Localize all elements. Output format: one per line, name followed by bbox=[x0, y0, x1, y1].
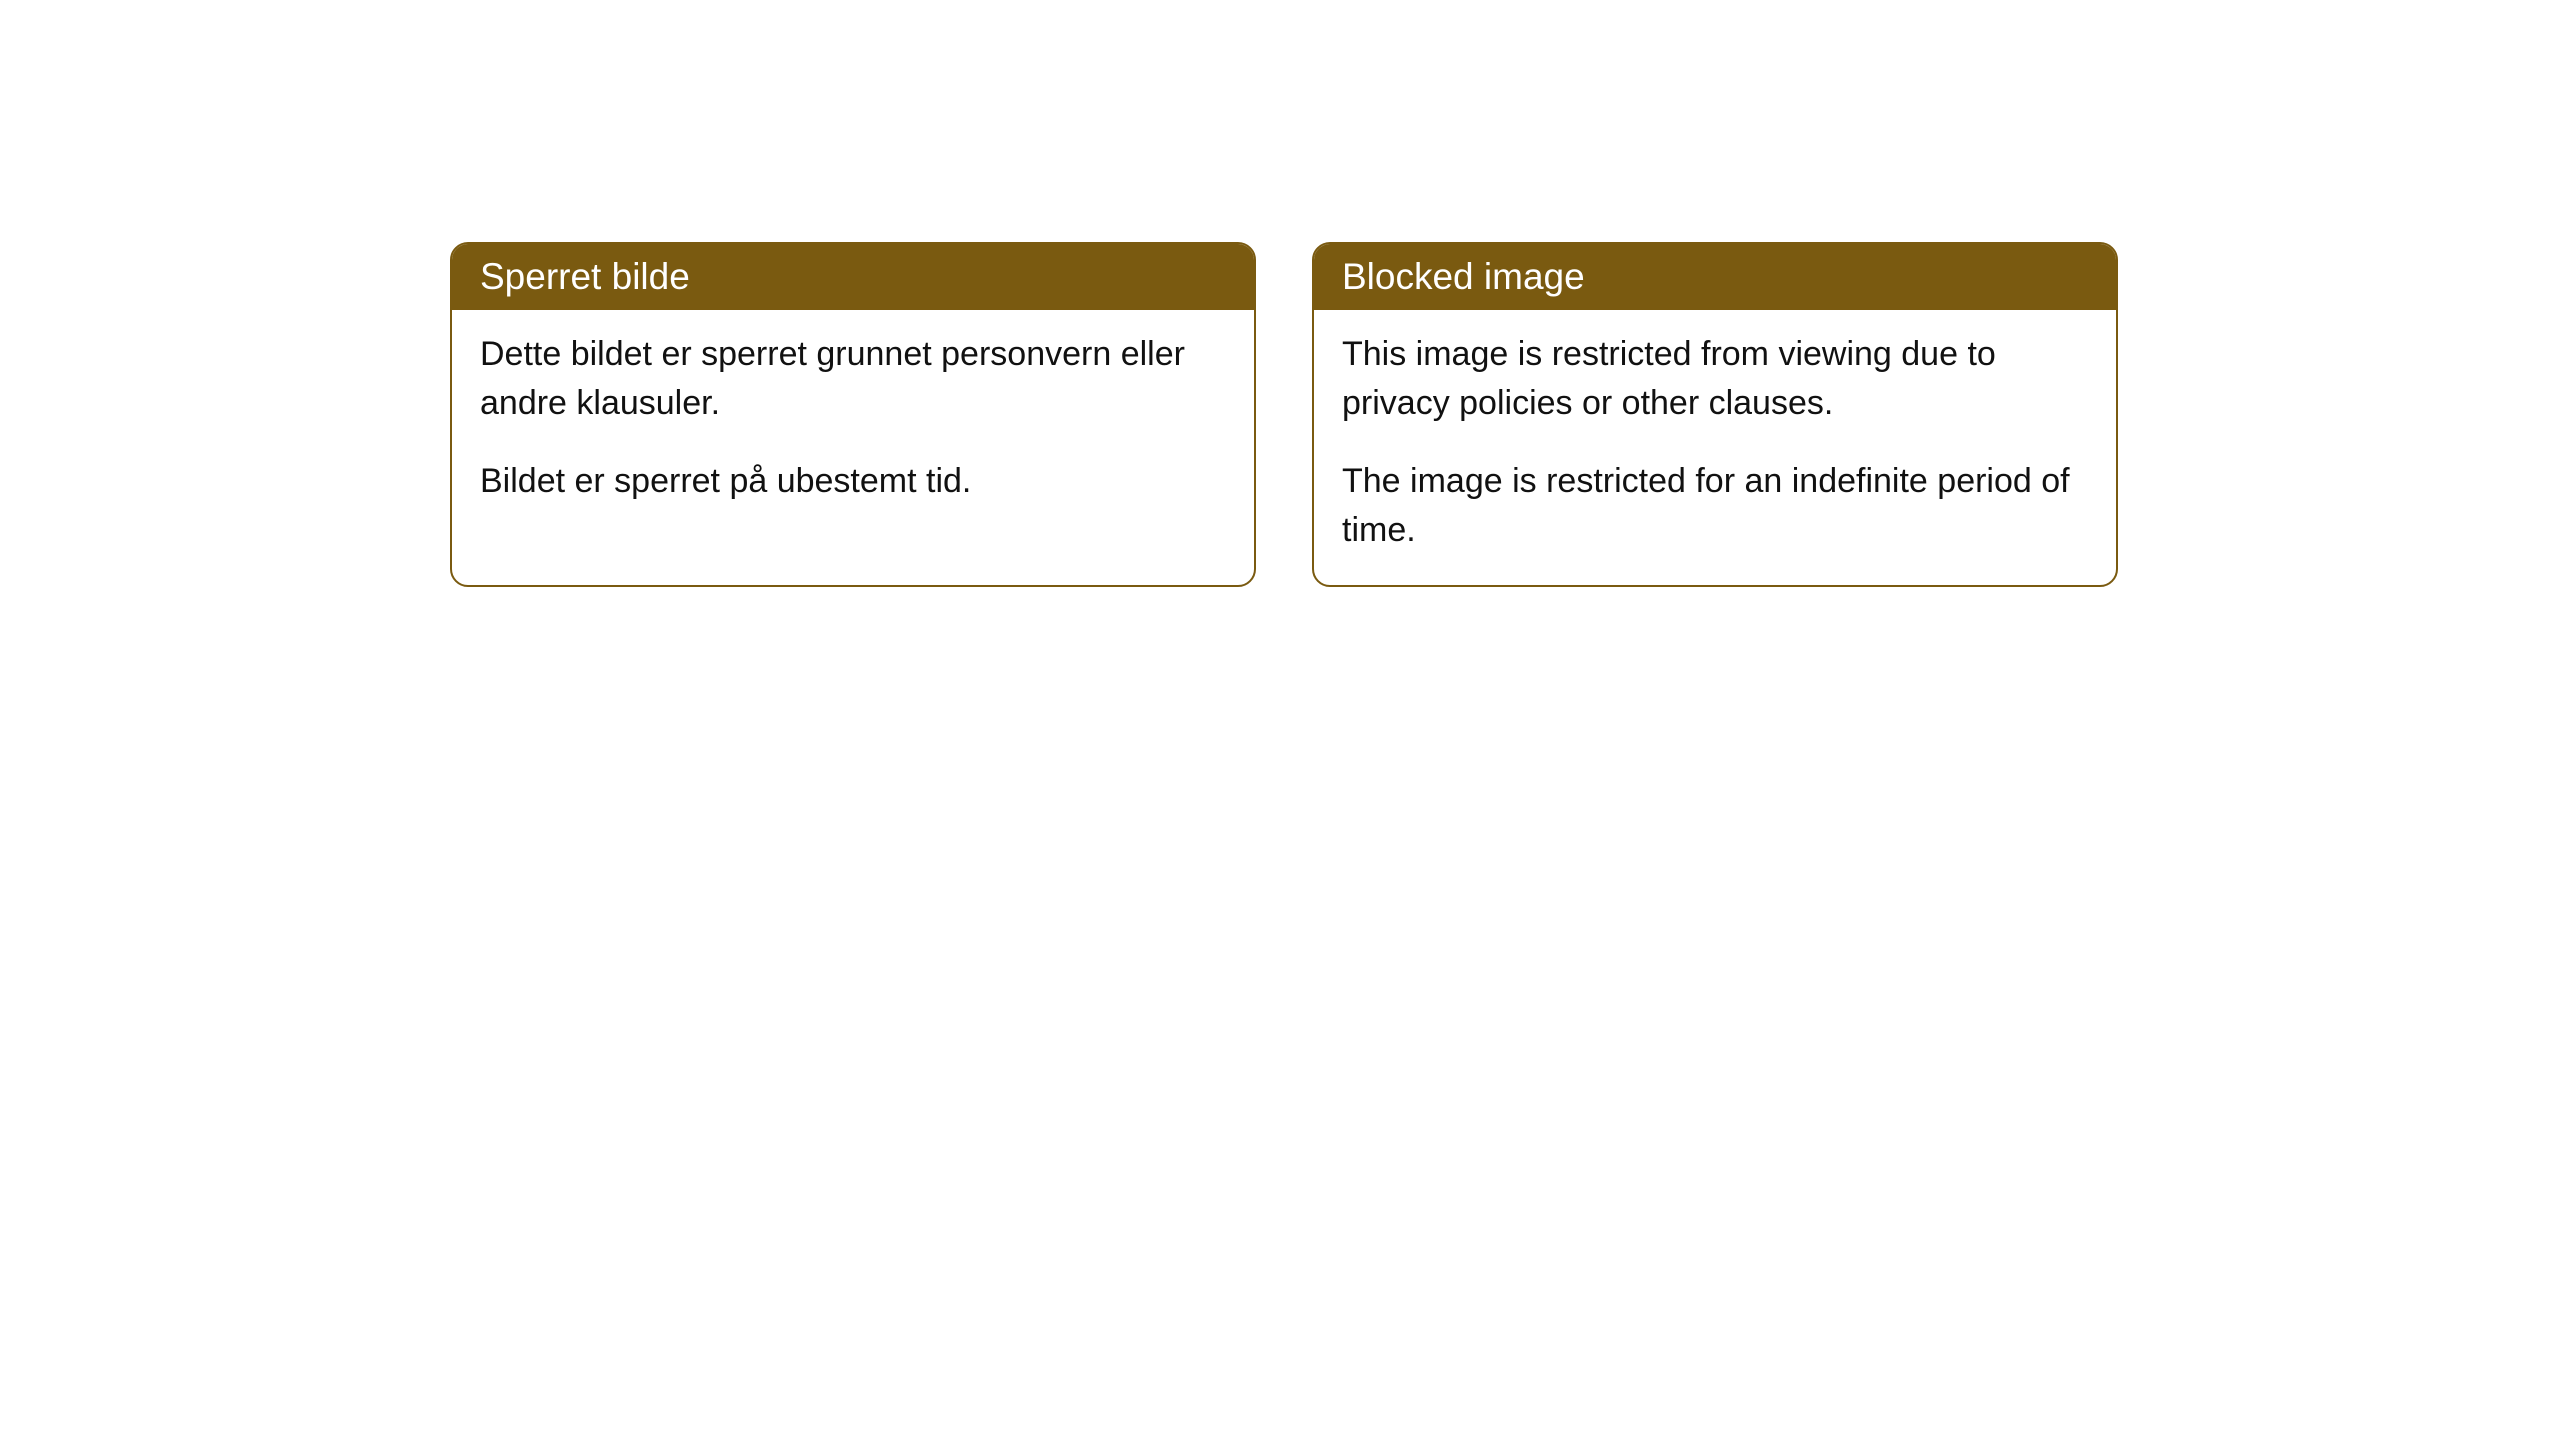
card-header: Sperret bilde bbox=[452, 244, 1254, 310]
card-body: Dette bildet er sperret grunnet personve… bbox=[452, 310, 1254, 536]
card-body: This image is restricted from viewing du… bbox=[1314, 310, 2116, 585]
card-title: Sperret bilde bbox=[480, 256, 690, 297]
notice-cards-container: Sperret bilde Dette bildet er sperret gr… bbox=[450, 242, 2118, 587]
card-paragraph: This image is restricted from viewing du… bbox=[1342, 330, 2088, 429]
card-header: Blocked image bbox=[1314, 244, 2116, 310]
card-paragraph: Dette bildet er sperret grunnet personve… bbox=[480, 330, 1226, 429]
card-title: Blocked image bbox=[1342, 256, 1585, 297]
card-paragraph: Bildet er sperret på ubestemt tid. bbox=[480, 457, 1226, 506]
card-paragraph: The image is restricted for an indefinit… bbox=[1342, 457, 2088, 556]
blocked-image-card-no: Sperret bilde Dette bildet er sperret gr… bbox=[450, 242, 1256, 587]
blocked-image-card-en: Blocked image This image is restricted f… bbox=[1312, 242, 2118, 587]
